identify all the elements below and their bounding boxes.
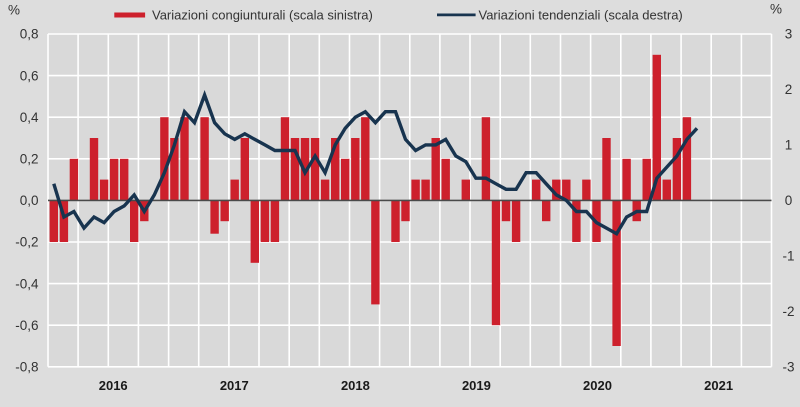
svg-text:2020: 2020 [583,378,612,393]
svg-text:-0,6: -0,6 [15,318,38,333]
svg-text:%: % [770,2,782,17]
svg-text:2018: 2018 [341,378,370,393]
svg-text:0,2: 0,2 [20,152,39,167]
svg-text:%: % [8,3,20,18]
svg-text:0,6: 0,6 [20,68,39,83]
svg-text:2016: 2016 [99,378,128,393]
svg-text:2: 2 [785,82,793,97]
svg-text:-0,8: -0,8 [15,360,38,375]
svg-text:-3: -3 [782,360,794,375]
svg-text:0,0: 0,0 [20,193,39,208]
svg-text:-1: -1 [782,249,794,264]
svg-text:2019: 2019 [462,378,491,393]
svg-text:2017: 2017 [220,378,249,393]
svg-text:1: 1 [785,138,793,153]
svg-text:-0,4: -0,4 [15,276,39,291]
svg-text:3: 3 [785,27,793,42]
svg-text:0,4: 0,4 [20,110,39,125]
svg-text:2021: 2021 [704,378,733,393]
svg-text:Variazioni congiunturali (scal: Variazioni congiunturali (scala sinistra… [152,8,373,23]
svg-text:0: 0 [785,193,793,208]
svg-text:0,8: 0,8 [20,27,39,42]
svg-text:Variazioni tendenziali (scala: Variazioni tendenziali (scala destra) [479,8,683,23]
svg-text:-2: -2 [782,304,794,319]
svg-text:-0,2: -0,2 [15,235,38,250]
